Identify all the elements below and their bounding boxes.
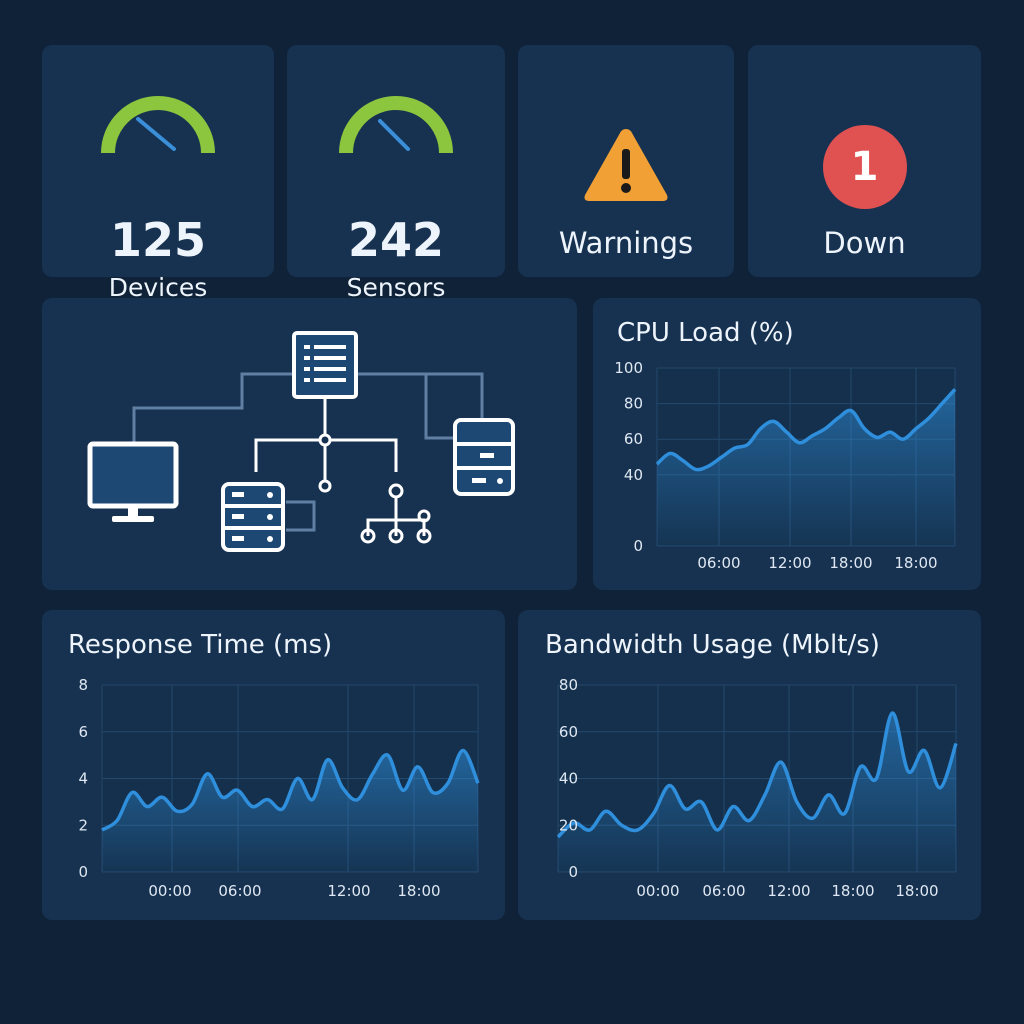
x-tick-label: 00:00	[636, 882, 679, 900]
series-line	[556, 711, 958, 839]
database-icon	[453, 418, 515, 496]
network-icon	[360, 483, 432, 544]
sensors-label: Sensors	[346, 273, 446, 302]
y-tick-label: 80	[624, 395, 643, 413]
y-tick-label: 60	[624, 430, 643, 448]
devices-label: Devices	[108, 273, 208, 302]
series-area	[102, 750, 478, 872]
gauge-icon	[101, 96, 215, 154]
x-tick-label: 12:00	[768, 554, 811, 572]
down-card[interactable]: 1 Down	[748, 45, 981, 277]
y-tick-label: 0	[568, 863, 578, 881]
y-tick-label: 4	[78, 770, 88, 788]
link-line	[358, 372, 454, 440]
series-line	[101, 748, 480, 832]
x-tick-label: 18:00	[831, 882, 874, 900]
link-line	[426, 372, 484, 420]
down-label: Down	[823, 226, 906, 260]
cpu-chart-card[interactable]: CPU Load (%) 100 80 60 40 0 06:00 12:00 18:00 18…	[593, 298, 981, 590]
gauge-icon	[339, 96, 453, 154]
series-line	[655, 388, 957, 472]
series-area	[657, 389, 955, 546]
sensors-count: 242	[347, 213, 445, 267]
topology-card[interactable]	[42, 298, 577, 590]
y-tick-label: 80	[559, 676, 578, 694]
server-icon	[292, 331, 358, 399]
y-tick-label: 60	[559, 723, 578, 741]
x-tick-label: 12:00	[327, 882, 370, 900]
cpu-chart: 100 80 60 40 0 06:00 12:00 18:00 18:00	[614, 359, 957, 572]
topology-diagram	[87, 331, 515, 552]
y-tick-label: 100	[614, 359, 643, 377]
bandwidth-chart: 80 60 40 20 0 00:00 06:00 12:00 18:00 18:00	[556, 676, 958, 900]
devices-card[interactable]: 125 Devices	[42, 45, 274, 300]
warnings-label: Warnings	[558, 226, 694, 260]
link-line	[286, 500, 316, 532]
y-tick-label: 6	[78, 723, 88, 741]
warnings-card[interactable]: Warnings	[518, 45, 734, 277]
response-chart-title: Response Time (ms)	[68, 630, 333, 660]
down-count-badge: 1	[822, 125, 907, 209]
junction-node	[318, 433, 332, 447]
y-tick-label: 40	[624, 466, 643, 484]
response-chart: 8 6 4 2 0 00:00 06:00 12:00 18:00	[78, 676, 480, 900]
devices-count: 125	[109, 213, 207, 267]
x-tick-label: 18:00	[895, 882, 938, 900]
sensors-card[interactable]: 242 Sensors	[287, 45, 505, 300]
y-tick-label: 20	[559, 816, 578, 834]
x-tick-label: 12:00	[767, 882, 810, 900]
y-tick-label: 8	[78, 676, 88, 694]
x-tick-label: 18:00	[829, 554, 872, 572]
cpu-chart-title: CPU Load (%)	[617, 318, 794, 348]
monitor-icon	[87, 441, 179, 522]
y-tick-label: 2	[78, 816, 88, 834]
x-tick-label: 06:00	[218, 882, 261, 900]
junction-node	[318, 479, 332, 493]
y-tick-label: 0	[633, 537, 643, 555]
database-icon	[221, 482, 285, 552]
y-tick-label: 0	[78, 863, 88, 881]
warning-icon	[584, 129, 668, 201]
series-area	[558, 713, 956, 872]
x-tick-label: 00:00	[148, 882, 191, 900]
x-tick-label: 06:00	[702, 882, 745, 900]
bandwidth-chart-title: Bandwidth Usage (Mblt/s)	[545, 630, 880, 660]
y-tick-label: 40	[559, 770, 578, 788]
x-tick-label: 18:00	[894, 554, 937, 572]
x-tick-label: 18:00	[397, 882, 440, 900]
bandwidth-chart-card[interactable]: Bandwidth Usage (Mblt/s) 80 60 40 20 0 00:00 0…	[518, 610, 981, 920]
x-tick-label: 06:00	[697, 554, 740, 572]
link-line	[132, 372, 292, 446]
response-chart-card[interactable]: Response Time (ms) 8 6 4 2 0 00:00 06:00 12:00 1…	[42, 610, 505, 920]
